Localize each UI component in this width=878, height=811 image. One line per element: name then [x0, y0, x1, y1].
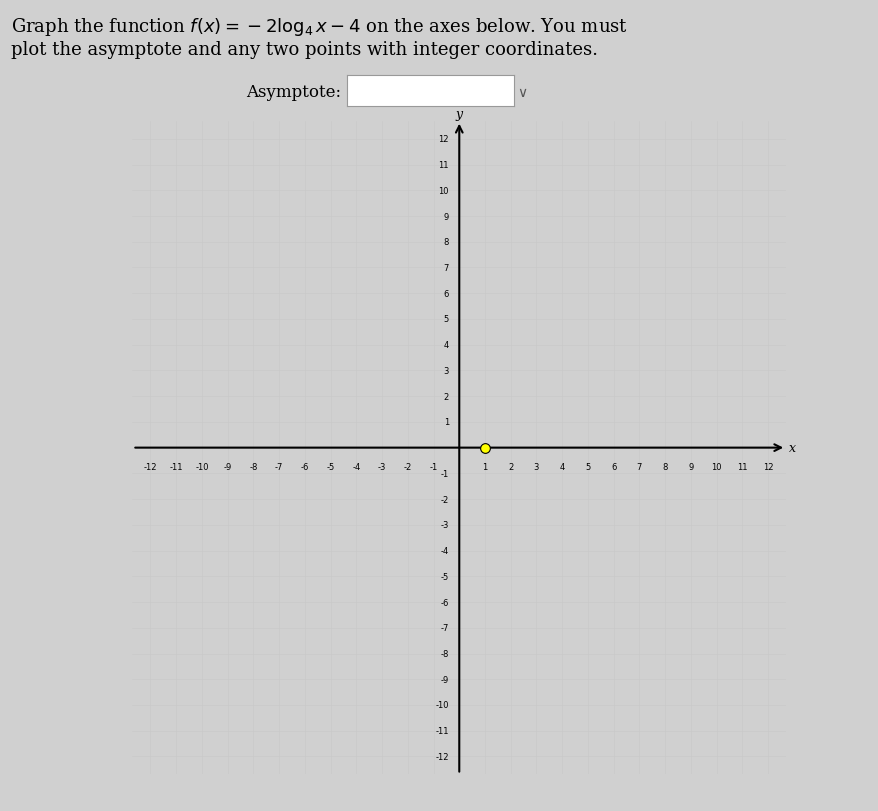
Text: -4: -4: [352, 462, 360, 471]
Text: -6: -6: [440, 598, 449, 607]
Text: -9: -9: [223, 462, 232, 471]
Text: -3: -3: [440, 521, 449, 530]
Text: 6: 6: [443, 290, 449, 298]
Text: -7: -7: [440, 624, 449, 633]
Text: 4: 4: [559, 462, 565, 471]
Text: 11: 11: [438, 161, 449, 169]
Text: -12: -12: [143, 462, 157, 471]
Text: -2: -2: [440, 495, 449, 504]
Text: -5: -5: [440, 572, 449, 581]
Text: 12: 12: [762, 462, 773, 471]
Text: 10: 10: [710, 462, 721, 471]
Text: 1: 1: [482, 462, 487, 471]
Text: -5: -5: [326, 462, 335, 471]
Text: 9: 9: [443, 212, 449, 221]
Text: -9: -9: [440, 675, 449, 684]
Text: 4: 4: [443, 341, 449, 350]
Text: -8: -8: [249, 462, 257, 471]
Text: ∨: ∨: [516, 85, 527, 100]
Text: 3: 3: [533, 462, 538, 471]
Text: 3: 3: [443, 367, 449, 375]
Text: 5: 5: [585, 462, 590, 471]
Text: 7: 7: [636, 462, 641, 471]
Text: 12: 12: [438, 135, 449, 144]
Text: Asymptote:: Asymptote:: [246, 84, 341, 101]
Text: -8: -8: [440, 650, 449, 659]
Text: 6: 6: [610, 462, 615, 471]
Text: y: y: [455, 107, 463, 120]
Text: -1: -1: [440, 470, 449, 478]
Text: -4: -4: [440, 547, 449, 556]
Text: -6: -6: [300, 462, 309, 471]
Text: -11: -11: [435, 727, 449, 736]
Text: -1: -1: [429, 462, 437, 471]
Text: 8: 8: [662, 462, 667, 471]
Text: Graph the function $f(x) = -2\log_4 x - 4$ on the axes below. You must: Graph the function $f(x) = -2\log_4 x - …: [11, 16, 627, 38]
Text: -10: -10: [435, 701, 449, 710]
Text: -11: -11: [169, 462, 183, 471]
Text: plot the asymptote and any two points with integer coordinates.: plot the asymptote and any two points wi…: [11, 41, 597, 58]
Text: 8: 8: [443, 238, 449, 247]
Text: 2: 2: [507, 462, 513, 471]
Text: -3: -3: [378, 462, 385, 471]
Text: 7: 7: [443, 264, 449, 272]
Text: -2: -2: [403, 462, 412, 471]
Text: 10: 10: [438, 187, 449, 195]
Text: -10: -10: [195, 462, 208, 471]
Text: 1: 1: [443, 418, 449, 427]
Text: -12: -12: [435, 752, 449, 761]
Text: 11: 11: [737, 462, 747, 471]
Text: x: x: [788, 441, 795, 455]
Text: 2: 2: [443, 393, 449, 401]
Text: -7: -7: [275, 462, 283, 471]
Text: 5: 5: [443, 315, 449, 324]
Text: 9: 9: [687, 462, 693, 471]
